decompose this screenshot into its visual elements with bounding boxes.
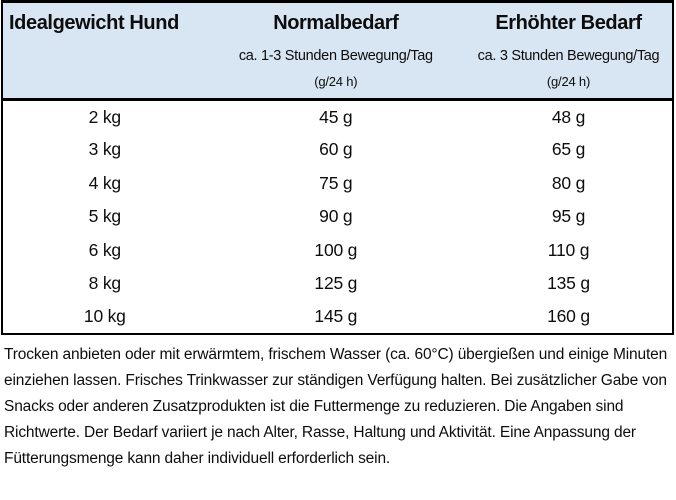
cell-weight: 5 kg: [88, 206, 121, 227]
cell-elevated: 160 g: [547, 306, 590, 327]
cell-weight: 10 kg: [83, 306, 126, 327]
cell-normal: 90 g: [319, 206, 353, 227]
feeding-note: Trocken anbieten oder mit erwärmtem, fri…: [4, 346, 668, 467]
cell-weight: 8 kg: [88, 273, 121, 294]
header-ideal-weight: Idealgewicht Hund: [9, 12, 179, 34]
cell-normal: 45 g: [319, 106, 353, 127]
cell-weight: 3 kg: [88, 139, 121, 160]
table-row: 10 kg 145 g 160 g: [2, 301, 673, 335]
table-row: 2 kg 45 g 48 g: [2, 100, 673, 134]
cell-normal: 60 g: [319, 139, 353, 160]
header-row-units: (g/24 h) (g/24 h): [2, 71, 673, 100]
header-elevated-need: Erhöhter Bedarf: [495, 12, 642, 34]
header-row-activity: ca. 1-3 Stunden Bewegung/Tag ca. 3 Stund…: [2, 42, 673, 71]
table-row: 8 kg 125 g 135 g: [2, 267, 673, 301]
cell-weight: 2 kg: [88, 106, 121, 127]
table-row: 6 kg 100 g 110 g: [2, 234, 673, 268]
cell-elevated: 95 g: [551, 206, 586, 227]
header-unit-empty: [2, 71, 207, 100]
cell-elevated: 65 g: [551, 139, 586, 160]
header-row-titles: Idealgewicht Hund Normalbedarf Erhöhter …: [2, 2, 673, 42]
feeding-table: Idealgewicht Hund Normalbedarf Erhöhter …: [1, 0, 674, 335]
table-header: Idealgewicht Hund Normalbedarf Erhöhter …: [2, 1, 673, 100]
cell-elevated: 110 g: [547, 239, 590, 260]
header-activity-normal: ca. 1-3 Stunden Bewegung/Tag: [238, 48, 433, 64]
header-unit-normal: (g/24 h): [314, 73, 358, 89]
cell-weight: 6 kg: [88, 239, 121, 260]
header-unit-elevated: (g/24 h): [546, 73, 591, 89]
cell-weight: 4 kg: [88, 172, 121, 193]
header-activity-empty: [2, 42, 207, 71]
cell-normal: 75 g: [319, 172, 353, 193]
cell-normal: 125 g: [314, 273, 358, 294]
cell-elevated: 80 g: [551, 172, 586, 193]
cell-normal: 100 g: [314, 239, 358, 260]
cell-elevated: 135 g: [547, 273, 590, 294]
header-normal-need: Normalbedarf: [273, 12, 399, 34]
table-row: 4 kg 75 g 80 g: [2, 167, 673, 201]
header-activity-elevated: ca. 3 Stunden Bewegung/Tag: [477, 48, 660, 64]
table-row: 5 kg 90 g 95 g: [2, 200, 673, 234]
cell-normal: 145 g: [314, 306, 358, 327]
table-body: 2 kg 45 g 48 g 3 kg 60 g 65 g 4 kg 75 g …: [2, 99, 673, 335]
cell-elevated: 48 g: [551, 106, 586, 127]
table-row: 3 kg 60 g 65 g: [2, 133, 673, 167]
